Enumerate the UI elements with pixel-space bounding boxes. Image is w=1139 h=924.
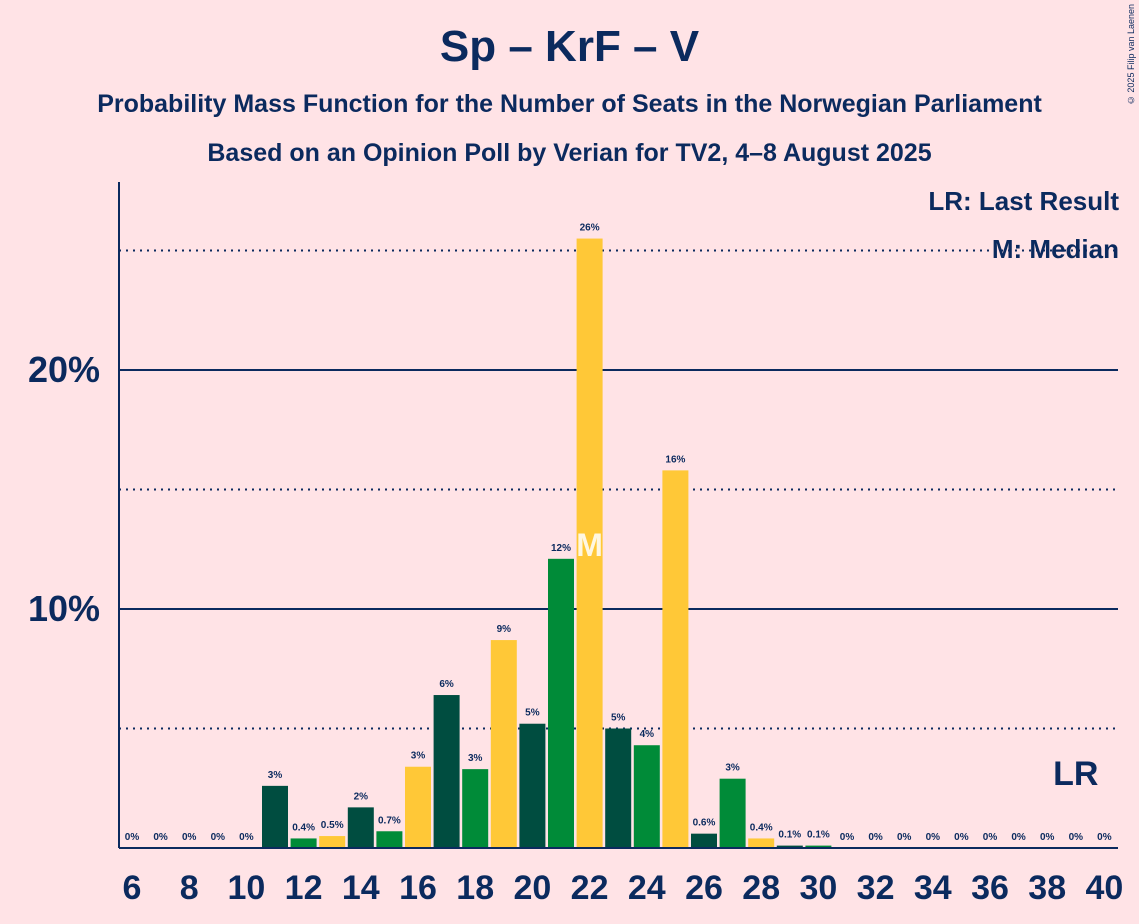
bar-15 xyxy=(376,831,403,848)
bar-value-label: 12% xyxy=(551,543,571,554)
x-tick-label: 30 xyxy=(799,869,837,907)
x-tick-label: 6 xyxy=(123,869,142,907)
chart-title: Sp – KrF – V xyxy=(439,22,700,71)
bar-value-label: 0.1% xyxy=(778,830,801,841)
median-marker: M xyxy=(576,527,603,563)
bar-26 xyxy=(691,833,717,848)
bar-value-label: 0% xyxy=(182,832,197,843)
bar-11 xyxy=(262,785,288,848)
legend-median: M: Median xyxy=(991,234,1119,264)
bar-value-label: 0% xyxy=(211,832,226,843)
x-tick-label: 28 xyxy=(742,869,780,907)
bar-value-label: 0% xyxy=(897,832,912,843)
bar-30 xyxy=(805,845,832,848)
y-tick-label: 10% xyxy=(28,588,100,629)
x-tick-label: 34 xyxy=(914,869,952,907)
bar-value-label: 3% xyxy=(411,751,426,762)
bar-27 xyxy=(719,778,746,848)
bar-value-label: 0% xyxy=(954,832,969,843)
bar-value-label: 0% xyxy=(125,832,140,843)
bar-value-label: 0% xyxy=(926,832,941,843)
last-result-marker: LR xyxy=(1053,755,1098,793)
bar-value-label: 0.4% xyxy=(750,822,773,833)
bar-value-label: 3% xyxy=(725,763,740,774)
bar-25 xyxy=(662,470,689,848)
bar-value-label: 5% xyxy=(525,708,540,719)
bar-value-label: 0.5% xyxy=(321,820,344,831)
bar-29 xyxy=(776,845,803,848)
chart-subtitle-2: Based on an Opinion Poll by Verian for T… xyxy=(207,139,932,167)
bar-value-label: 0% xyxy=(1097,832,1112,843)
bar-value-label: 0.7% xyxy=(378,815,401,826)
bar-value-label: 3% xyxy=(268,770,283,781)
bar-value-label: 0.6% xyxy=(693,818,716,829)
x-tick-label: 36 xyxy=(971,869,1009,907)
legend-last-result: LR: Last Result xyxy=(928,186,1119,216)
bar-22 xyxy=(576,238,603,849)
x-tick-label: 26 xyxy=(685,869,723,907)
x-tick-label: 22 xyxy=(571,869,609,907)
bar-17 xyxy=(433,695,460,848)
bar-value-label: 0.1% xyxy=(807,830,830,841)
bar-value-label: 0% xyxy=(1069,832,1084,843)
y-tick-label: 20% xyxy=(28,349,100,390)
x-tick-label: 38 xyxy=(1028,869,1066,907)
bar-23 xyxy=(605,728,632,848)
bar-value-label: 6% xyxy=(439,679,454,690)
x-tick-label: 10 xyxy=(227,869,265,907)
bar-19 xyxy=(490,640,517,848)
x-tick-label: 14 xyxy=(342,869,380,907)
bar-18 xyxy=(462,769,489,848)
x-tick-label: 8 xyxy=(180,869,199,907)
bar-value-label: 0% xyxy=(840,832,855,843)
bar-12 xyxy=(290,838,317,848)
x-tick-label: 24 xyxy=(628,869,666,907)
bar-value-label: 5% xyxy=(611,713,626,724)
bar-value-label: 0% xyxy=(239,832,254,843)
bar-value-label: 3% xyxy=(468,753,483,764)
bar-24 xyxy=(633,745,660,848)
bar-value-label: 0% xyxy=(983,832,998,843)
bar-28 xyxy=(748,838,775,848)
x-tick-label: 12 xyxy=(285,869,323,907)
bar-value-label: 0% xyxy=(153,832,168,843)
bar-value-label: 16% xyxy=(665,454,685,465)
x-tick-label: 18 xyxy=(456,869,494,907)
bar-16 xyxy=(405,766,431,848)
x-tick-label: 20 xyxy=(513,869,551,907)
bar-13 xyxy=(319,836,346,848)
bar-value-label: 0% xyxy=(868,832,883,843)
bar-value-label: 0% xyxy=(1011,832,1026,843)
chart-subtitle-1: Probability Mass Function for the Number… xyxy=(97,90,1042,118)
bar-value-label: 4% xyxy=(640,729,655,740)
bar-value-label: 0.4% xyxy=(292,822,315,833)
bar-20 xyxy=(519,723,546,848)
bar-value-label: 2% xyxy=(354,791,369,802)
bar-14 xyxy=(347,807,374,848)
x-tick-label: 32 xyxy=(857,869,895,907)
bar-value-label: 26% xyxy=(580,223,600,234)
bar-value-label: 0% xyxy=(1040,832,1055,843)
bar-value-label: 9% xyxy=(497,624,512,635)
x-tick-label: 16 xyxy=(399,869,437,907)
bar-21 xyxy=(548,558,574,848)
x-tick-label: 40 xyxy=(1085,869,1123,907)
